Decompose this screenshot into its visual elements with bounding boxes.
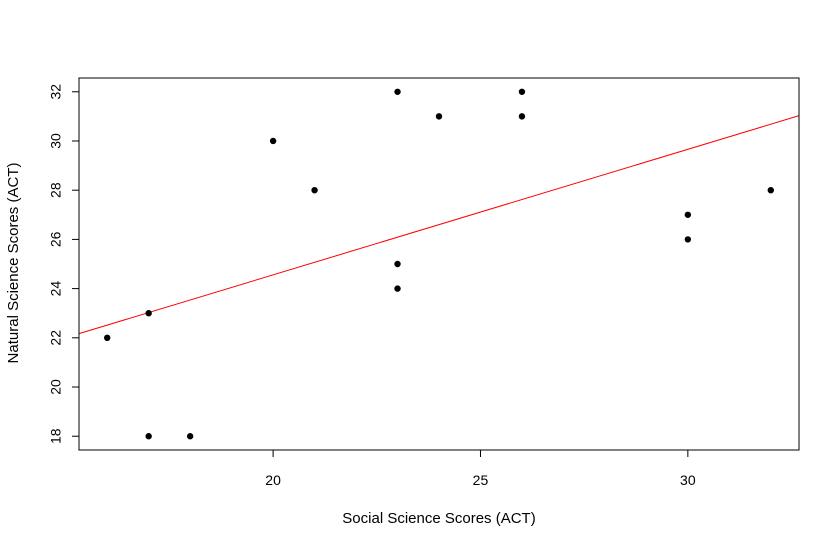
x-tick-label: 25: [473, 472, 489, 488]
y-tick-label: 24: [48, 281, 64, 297]
regression-line: [78, 115, 800, 335]
y-tick-label: 18: [48, 428, 64, 444]
data-point: [311, 186, 318, 194]
y-tick-label: 20: [48, 379, 64, 395]
data-point: [394, 260, 401, 268]
y-axis: 18 20 22 24 26 28 30 32: [48, 84, 80, 444]
y-tick-label: 32: [48, 84, 64, 100]
y-axis-title: Natural Science Scores (ACT): [5, 163, 22, 364]
x-axis: 20 25 30: [265, 449, 696, 488]
data-point: [186, 433, 194, 440]
data-points: [104, 88, 774, 440]
data-point: [145, 310, 152, 317]
data-point: [684, 211, 692, 218]
data-point: [394, 88, 401, 95]
y-tick-label: 26: [48, 231, 64, 247]
plot-panel: [78, 77, 800, 451]
y-tick-label: 30: [48, 133, 64, 149]
y-tick-label: 22: [48, 330, 64, 346]
x-tick-label: 30: [680, 472, 696, 488]
data-point: [394, 285, 401, 292]
data-point: [104, 334, 111, 342]
plot-frame: [78, 77, 800, 451]
data-point: [767, 186, 774, 194]
data-point: [269, 137, 277, 145]
y-tick-label: 28: [48, 182, 64, 198]
data-point: [518, 88, 526, 95]
x-axis-title: Social Science Scores (ACT): [342, 510, 535, 527]
data-point: [435, 113, 443, 120]
data-point: [145, 433, 152, 440]
data-point: [684, 236, 692, 243]
data-point: [518, 113, 526, 120]
x-tick-label: 20: [265, 472, 281, 488]
